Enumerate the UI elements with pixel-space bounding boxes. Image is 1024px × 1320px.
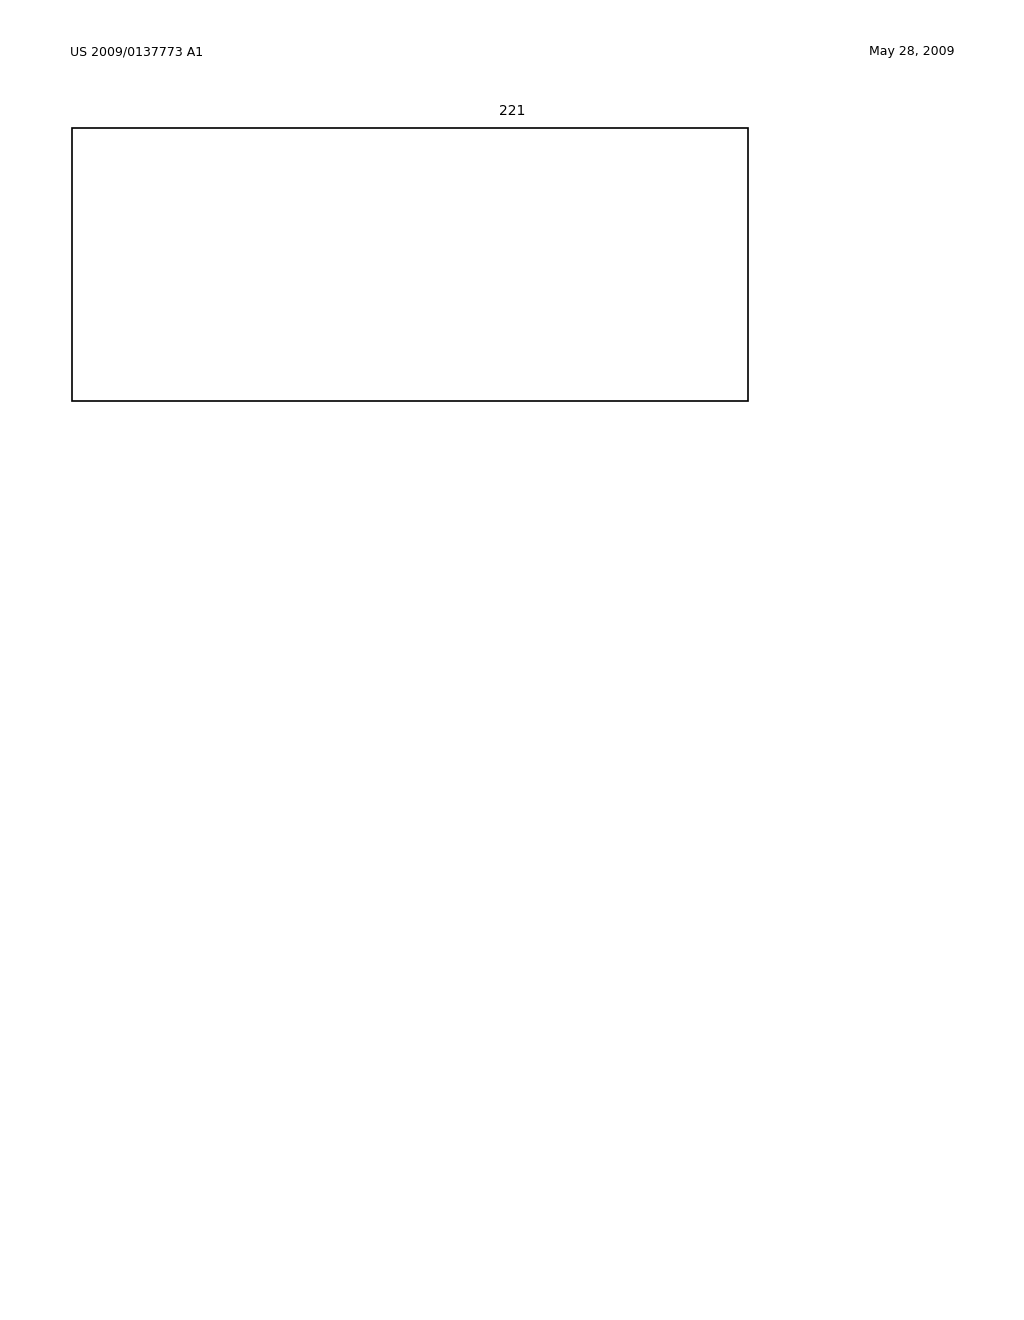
Point	[176, 279, 193, 300]
Point	[612, 282, 629, 304]
Point	[279, 286, 295, 308]
Point	[390, 280, 407, 301]
Point	[189, 284, 206, 305]
Point	[181, 282, 198, 304]
Point	[168, 210, 184, 231]
Text: May 28, 2009: May 28, 2009	[869, 45, 954, 58]
Point	[176, 275, 193, 296]
Text: 221: 221	[499, 104, 525, 117]
Text: US 2009/0137773 A1: US 2009/0137773 A1	[70, 45, 203, 58]
Point	[612, 293, 629, 314]
Point	[212, 286, 228, 308]
Point	[612, 289, 629, 310]
Point	[172, 263, 188, 284]
X-axis label: %(wt/wt) in deionized water: %(wt/wt) in deionized water	[355, 370, 530, 383]
Point	[168, 206, 184, 227]
Title: Surface Tension Plot # 66: Surface Tension Plot # 66	[333, 148, 553, 162]
Y-axis label: Surface Tension (mN/m): Surface Tension (mN/m)	[111, 180, 123, 330]
Point	[189, 286, 206, 308]
Point	[172, 279, 188, 300]
Point	[257, 293, 273, 314]
Point	[390, 282, 407, 304]
Point	[257, 289, 273, 310]
